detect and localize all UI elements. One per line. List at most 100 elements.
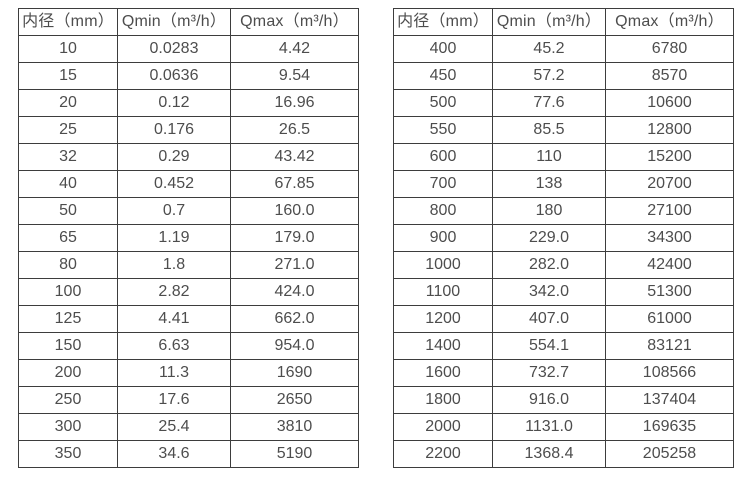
table-cell: 26.5	[230, 116, 359, 144]
table-row: 2200 1368.4 205258	[393, 440, 734, 468]
table-cell: 17.6	[117, 386, 231, 414]
table-cell: 179.0	[230, 224, 359, 252]
table-cell: 9.54	[230, 62, 359, 90]
table-row: 2000 1131.0 169635	[393, 413, 734, 441]
table-cell: 1.8	[117, 251, 231, 279]
table-cell: 108566	[605, 359, 734, 387]
table-cell: 3810	[230, 413, 359, 441]
table-cell: 550	[393, 116, 493, 144]
table-cell: 138	[492, 170, 606, 198]
table-row: 80 1.8 271.0	[18, 251, 359, 279]
table-cell: 300	[18, 413, 118, 441]
table-cell: 0.29	[117, 143, 231, 171]
table-cell: 0.0636	[117, 62, 231, 90]
table-cell: 65	[18, 224, 118, 252]
table-cell: 10600	[605, 89, 734, 117]
table-cell: 125	[18, 305, 118, 333]
table-cell: 4.41	[117, 305, 231, 333]
table-cell: 500	[393, 89, 493, 117]
table-row: 100 2.82 424.0	[18, 278, 359, 306]
table-header: 内径（mm） Qmin（m³/h） Qmax（m³/h）	[18, 8, 359, 36]
column-header: Qmin（m³/h）	[117, 8, 231, 36]
table-cell: 1200	[393, 305, 493, 333]
table-cell: 800	[393, 197, 493, 225]
table-cell: 150	[18, 332, 118, 360]
table-row: 600 110 15200	[393, 143, 734, 171]
table-row: 32 0.29 43.42	[18, 143, 359, 171]
table-header: 内径（mm） Qmin（m³/h） Qmax（m³/h）	[393, 8, 734, 36]
table-cell: 1100	[393, 278, 493, 306]
table-row: 250 17.6 2650	[18, 386, 359, 414]
table-cell: 0.0283	[117, 35, 231, 63]
table-cell: 25	[18, 116, 118, 144]
table-cell: 954.0	[230, 332, 359, 360]
table-row: 200 11.3 1690	[18, 359, 359, 387]
table-cell: 51300	[605, 278, 734, 306]
table-cell: 160.0	[230, 197, 359, 225]
table-cell: 43.42	[230, 143, 359, 171]
table-row: 450 57.2 8570	[393, 62, 734, 90]
table-cell: 50	[18, 197, 118, 225]
table-cell: 2.82	[117, 278, 231, 306]
table-cell: 34300	[605, 224, 734, 252]
table-cell: 1000	[393, 251, 493, 279]
flow-table-right: 内径（mm） Qmin（m³/h） Qmax（m³/h） 400 45.2 6780 45…	[393, 8, 734, 468]
table-row: 65 1.19 179.0	[18, 224, 359, 252]
table-row: 900 229.0 34300	[393, 224, 734, 252]
table-cell: 67.85	[230, 170, 359, 198]
table-cell: 34.6	[117, 440, 231, 468]
table-cell: 6.63	[117, 332, 231, 360]
table-cell: 57.2	[492, 62, 606, 90]
table-row: 400 45.2 6780	[393, 35, 734, 63]
table-cell: 12800	[605, 116, 734, 144]
table-row: 700 138 20700	[393, 170, 734, 198]
table-cell: 11.3	[117, 359, 231, 387]
table-cell: 15	[18, 62, 118, 90]
table-cell: 20700	[605, 170, 734, 198]
table-cell: 1131.0	[492, 413, 606, 441]
table-cell: 77.6	[492, 89, 606, 117]
table-cell: 180	[492, 197, 606, 225]
table-row: 40 0.452 67.85	[18, 170, 359, 198]
table-cell: 0.452	[117, 170, 231, 198]
table-cell: 0.7	[117, 197, 231, 225]
table-cell: 900	[393, 224, 493, 252]
table-cell: 662.0	[230, 305, 359, 333]
table-cell: 2200	[393, 440, 493, 468]
table-cell: 2650	[230, 386, 359, 414]
table-cell: 200	[18, 359, 118, 387]
table-cell: 250	[18, 386, 118, 414]
table-row: 150 6.63 954.0	[18, 332, 359, 360]
table-cell: 27100	[605, 197, 734, 225]
flow-table-left: 内径（mm） Qmin（m³/h） Qmax（m³/h） 10 0.0283 4.42 1…	[18, 8, 359, 468]
column-header: Qmin（m³/h）	[492, 8, 606, 36]
table-cell: 600	[393, 143, 493, 171]
table-row: 25 0.176 26.5	[18, 116, 359, 144]
table-cell: 1690	[230, 359, 359, 387]
table-cell: 407.0	[492, 305, 606, 333]
table-row: 1200 407.0 61000	[393, 305, 734, 333]
table-row: 300 25.4 3810	[18, 413, 359, 441]
table-cell: 0.176	[117, 116, 231, 144]
header-row: 内径（mm） Qmin（m³/h） Qmax（m³/h）	[393, 8, 734, 36]
table-cell: 137404	[605, 386, 734, 414]
table-row: 500 77.6 10600	[393, 89, 734, 117]
table-row: 550 85.5 12800	[393, 116, 734, 144]
column-header: 内径（mm）	[18, 8, 118, 36]
table-cell: 450	[393, 62, 493, 90]
table-cell: 1600	[393, 359, 493, 387]
table-row: 20 0.12 16.96	[18, 89, 359, 117]
table-cell: 169635	[605, 413, 734, 441]
table-cell: 40	[18, 170, 118, 198]
table-cell: 8570	[605, 62, 734, 90]
table-cell: 110	[492, 143, 606, 171]
flow-rate-tables-page: 内径（mm） Qmin（m³/h） Qmax（m³/h） 10 0.0283 4.42 1…	[18, 8, 734, 468]
table-row: 10 0.0283 4.42	[18, 35, 359, 63]
table-row: 15 0.0636 9.54	[18, 62, 359, 90]
table-body: 10 0.0283 4.42 15 0.0636 9.54 20 0.12 16.96 25 0.1…	[18, 35, 359, 468]
table-cell: 61000	[605, 305, 734, 333]
table-cell: 0.12	[117, 89, 231, 117]
table-cell: 1400	[393, 332, 493, 360]
table-cell: 916.0	[492, 386, 606, 414]
table-cell: 6780	[605, 35, 734, 63]
